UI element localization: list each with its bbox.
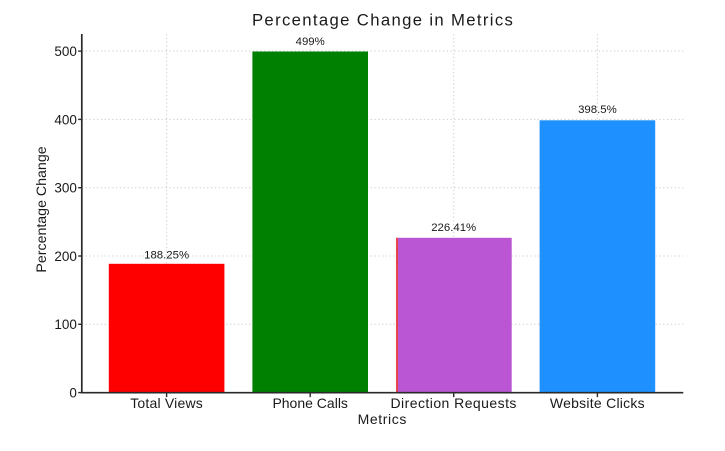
svg-text:226.41%: 226.41% [431,222,476,234]
svg-text:400: 400 [54,112,77,127]
svg-text:100: 100 [54,317,77,332]
svg-text:Percentage Change in Metrics: Percentage Change in Metrics [252,10,514,29]
svg-text:499%: 499% [296,36,325,48]
svg-text:500: 500 [54,44,77,59]
svg-text:Phone Calls: Phone Calls [272,395,348,411]
svg-text:Percentage Change: Percentage Change [34,146,50,272]
svg-text:Total Views: Total Views [130,395,203,411]
svg-text:398.5%: 398.5% [578,104,617,116]
svg-text:Website Clicks: Website Clicks [550,395,645,411]
svg-text:Metrics: Metrics [358,411,407,427]
svg-text:200: 200 [54,249,77,264]
svg-text:0: 0 [69,386,77,401]
svg-text:188.25%: 188.25% [144,250,189,262]
svg-text:Direction Requests: Direction Requests [391,395,517,411]
svg-text:300: 300 [54,181,77,196]
